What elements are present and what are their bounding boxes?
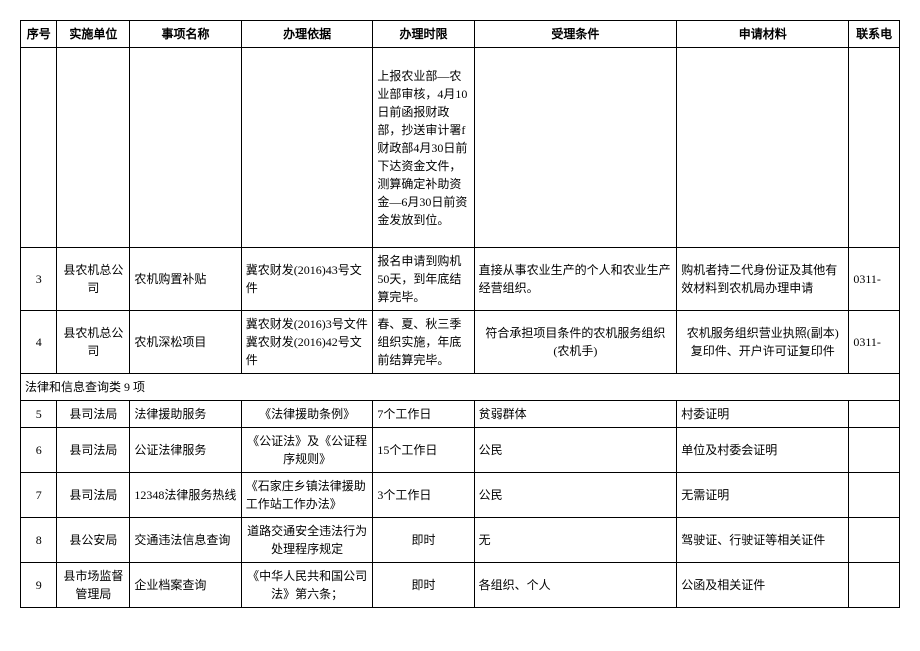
cell-item: 农机购置补贴	[130, 248, 241, 311]
cell	[241, 48, 373, 248]
table-row-spill: 上报农业部—农业部审核，4月10日前函报财政部，抄送审计署f财政部4月30日前下…	[21, 48, 900, 248]
section-title: 法律和信息查询类 9 项	[21, 374, 900, 401]
cell-cond: 各组织、个人	[474, 563, 677, 608]
cell-unit: 县市场监督管理局	[57, 563, 130, 608]
cell-time: 即时	[373, 563, 474, 608]
cell-basis: 冀农财发(2016)3号文件 冀农财发(2016)42号文件	[241, 311, 373, 374]
cell-seq: 7	[21, 473, 57, 518]
cell	[130, 48, 241, 248]
col-seq: 序号	[21, 21, 57, 48]
table-row: 9 县市场监督管理局 企业档案查询 《中华人民共和国公司法》第六条； 即时 各组…	[21, 563, 900, 608]
table-row: 4 县农机总公司 农机深松项目 冀农财发(2016)3号文件 冀农财发(2016…	[21, 311, 900, 374]
cell-time: 3个工作日	[373, 473, 474, 518]
cell-cond: 公民	[474, 428, 677, 473]
cell-seq: 4	[21, 311, 57, 374]
cell-time: 15个工作日	[373, 428, 474, 473]
data-table: 序号 实施单位 事项名称 办理依据 办理时限 受理条件 申请材料 联系电 上报农…	[20, 20, 900, 608]
cell-mat: 购机者持二代身份证及其他有效材料到农机局办理申请	[677, 248, 849, 311]
cell-item: 农机深松项目	[130, 311, 241, 374]
table-row: 8 县公安局 交通违法信息查询 道路交通安全违法行为处理程序规定 即时 无 驾驶…	[21, 518, 900, 563]
cell-seq: 6	[21, 428, 57, 473]
table-body: 上报农业部—农业部审核，4月10日前函报财政部，抄送审计署f财政部4月30日前下…	[21, 48, 900, 608]
col-time: 办理时限	[373, 21, 474, 48]
cell-tel	[849, 473, 900, 518]
cell-basis: 冀农财发(2016)43号文件	[241, 248, 373, 311]
cell-item: 公证法律服务	[130, 428, 241, 473]
table-row: 7 县司法局 12348法律服务热线 《石家庄乡镇法律援助工作站工作办法》 3个…	[21, 473, 900, 518]
cell-mat: 公函及相关证件	[677, 563, 849, 608]
cell-cond: 无	[474, 518, 677, 563]
cell-time: 7个工作日	[373, 401, 474, 428]
cell-basis: 《中华人民共和国公司法》第六条；	[241, 563, 373, 608]
cell-seq: 3	[21, 248, 57, 311]
cell-basis: 《公证法》及《公证程序规则》	[241, 428, 373, 473]
cell-tel	[849, 428, 900, 473]
cell	[474, 48, 677, 248]
cell-item: 12348法律服务热线	[130, 473, 241, 518]
cell-mat: 农机服务组织营业执照(副本)复印件、开户许可证复印件	[677, 311, 849, 374]
cell-tel	[849, 518, 900, 563]
cell-cond: 贫弱群体	[474, 401, 677, 428]
cell-unit: 县司法局	[57, 401, 130, 428]
col-cond: 受理条件	[474, 21, 677, 48]
cell-tel: 0311-	[849, 311, 900, 374]
cell-tel: 0311-	[849, 248, 900, 311]
cell-unit: 县司法局	[57, 428, 130, 473]
cell-tel	[849, 563, 900, 608]
cell-unit: 县农机总公司	[57, 248, 130, 311]
cell-basis: 道路交通安全违法行为处理程序规定	[241, 518, 373, 563]
table-row: 6 县司法局 公证法律服务 《公证法》及《公证程序规则》 15个工作日 公民 单…	[21, 428, 900, 473]
cell-unit: 县司法局	[57, 473, 130, 518]
cell	[21, 48, 57, 248]
cell-mat: 无需证明	[677, 473, 849, 518]
cell: 上报农业部—农业部审核，4月10日前函报财政部，抄送审计署f财政部4月30日前下…	[373, 48, 474, 248]
cell-cond: 直接从事农业生产的个人和农业生产经营组织。	[474, 248, 677, 311]
col-basis: 办理依据	[241, 21, 373, 48]
cell	[849, 48, 900, 248]
col-item: 事项名称	[130, 21, 241, 48]
header-row: 序号 实施单位 事项名称 办理依据 办理时限 受理条件 申请材料 联系电	[21, 21, 900, 48]
col-tel: 联系电	[849, 21, 900, 48]
cell-tel	[849, 401, 900, 428]
cell-item: 法律援助服务	[130, 401, 241, 428]
cell-seq: 5	[21, 401, 57, 428]
table-row: 5 县司法局 法律援助服务 《法律援助条例》 7个工作日 贫弱群体 村委证明	[21, 401, 900, 428]
cell-mat: 单位及村委会证明	[677, 428, 849, 473]
col-unit: 实施单位	[57, 21, 130, 48]
cell-basis: 《法律援助条例》	[241, 401, 373, 428]
cell	[57, 48, 130, 248]
cell-time: 春、夏、秋三季组织实施，年底前结算完毕。	[373, 311, 474, 374]
cell-time: 即时	[373, 518, 474, 563]
table-row: 3 县农机总公司 农机购置补贴 冀农财发(2016)43号文件 报名申请到购机5…	[21, 248, 900, 311]
col-mat: 申请材料	[677, 21, 849, 48]
cell-mat: 驾驶证、行驶证等相关证件	[677, 518, 849, 563]
cell-cond: 符合承担项目条件的农机服务组织(农机手)	[474, 311, 677, 374]
cell-mat: 村委证明	[677, 401, 849, 428]
cell-seq: 9	[21, 563, 57, 608]
cell-item: 企业档案查询	[130, 563, 241, 608]
section-row: 法律和信息查询类 9 项	[21, 374, 900, 401]
cell-unit: 县农机总公司	[57, 311, 130, 374]
cell-item: 交通违法信息查询	[130, 518, 241, 563]
cell-seq: 8	[21, 518, 57, 563]
cell-unit: 县公安局	[57, 518, 130, 563]
cell-basis: 《石家庄乡镇法律援助工作站工作办法》	[241, 473, 373, 518]
cell-cond: 公民	[474, 473, 677, 518]
cell-time: 报名申请到购机50天，到年底结算完毕。	[373, 248, 474, 311]
cell	[677, 48, 849, 248]
